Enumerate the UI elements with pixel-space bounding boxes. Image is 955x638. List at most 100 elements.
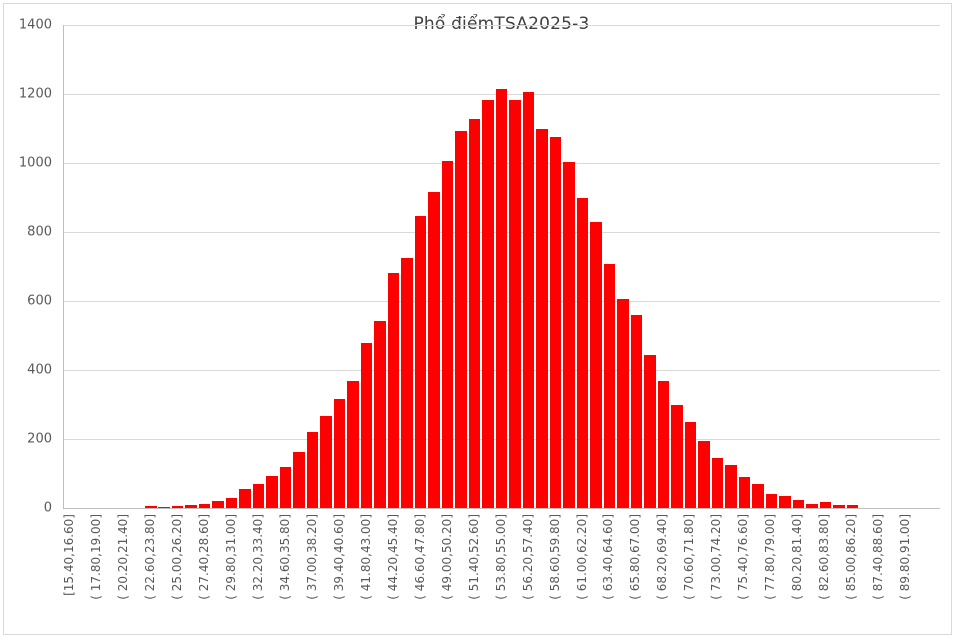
bar [401,257,413,508]
bar [387,272,400,508]
bar [145,506,157,508]
bar [509,99,521,508]
bar [171,505,184,508]
bar [752,483,764,509]
x-tick-label: ( 61.00,62.20] [574,514,589,600]
y-tick-label: 1200 [18,86,52,102]
x-tick-label: ( 73.00,74.20] [709,514,724,600]
bar [806,503,818,508]
x-tick-label: ( 51.40,52.60] [466,514,481,600]
bar [468,118,481,508]
bar [765,493,778,508]
bar [441,160,454,508]
bar [455,130,467,508]
bar [536,128,548,508]
bar [185,504,197,508]
x-tick-label: ( 32.20,33.40] [250,514,265,600]
bar [495,88,508,508]
x-tick-label: ( 46.60,47.80] [412,514,427,600]
bar [198,503,211,508]
chart-outer-border [3,3,952,635]
bar [603,264,616,508]
gridline-y-1400 [63,25,940,26]
x-axis-line [63,508,940,509]
bar [414,215,427,508]
x-tick-label: ( 70.60,71.80] [682,514,697,600]
x-tick-label: ( 29.80,31.00] [223,514,238,600]
bar [347,381,359,508]
bar [630,314,643,508]
x-tick-label: ( 85.00,86.20] [844,514,859,600]
bar [738,476,751,508]
bar [617,299,629,508]
bar [725,464,737,508]
bar [225,497,238,508]
x-tick-label: ( 56.20,57.40] [520,514,535,600]
x-tick-label: ( 68.20,69.40] [655,514,670,600]
bar [779,495,791,508]
bar [428,192,440,508]
bar [293,452,305,508]
x-tick-label: ( 22.60,23.80] [142,514,157,600]
x-tick-label: ( 39.40,40.60] [331,514,346,600]
bar [333,399,346,508]
bar [212,501,224,508]
y-tick-label: 1400 [18,17,52,33]
y-axis-line [63,25,64,508]
chart-title: Phổ điểmTSA2025-3 [413,14,590,34]
bar [306,432,319,508]
x-tick-label: [15.40,16.60] [61,514,76,596]
x-tick-label: ( 25.00,26.20] [169,514,184,600]
bar [266,475,278,508]
bar [576,197,589,508]
x-tick-label: ( 77.80,79.00] [763,514,778,600]
y-tick-label: 0 [43,500,52,516]
x-tick-label: ( 75.40,76.60] [736,514,751,600]
bar [671,404,683,508]
x-tick-label: ( 20.20,21.40] [115,514,130,600]
y-tick-label: 800 [27,224,52,240]
bar [846,504,859,508]
x-tick-label: ( 63.40,64.60] [601,514,616,600]
x-tick-label: ( 49.00,50.20] [439,514,454,600]
bar [239,489,251,508]
bar [482,99,494,508]
bar [657,381,670,508]
x-tick-label: ( 87.40,88.60] [871,514,886,600]
x-tick-label: ( 41.80,43.00] [358,514,373,600]
bar [252,483,265,508]
x-tick-label: ( 65.80,67.00] [628,514,643,600]
x-tick-label: ( 58.60,59.80] [547,514,562,600]
bar [563,162,575,508]
bar [320,416,332,508]
bar [698,440,710,508]
bar [590,222,602,508]
y-tick-label: 400 [27,362,52,378]
x-tick-label: ( 37.00,38.20] [304,514,319,600]
bar [792,500,805,508]
x-tick-label: ( 82.60,83.80] [817,514,832,600]
bar [549,136,562,508]
x-tick-label: ( 44.20,45.40] [385,514,400,600]
bar [360,342,373,508]
x-tick-label: ( 34.60,35.80] [277,514,292,600]
bar [711,458,724,508]
x-tick-label: ( 17.80,19.00] [88,514,103,600]
y-tick-label: 1000 [18,155,52,171]
y-tick-label: 200 [27,431,52,447]
x-tick-label: ( 80.20,81.40] [790,514,805,600]
bar [644,354,656,508]
bar [833,505,845,508]
bar [374,321,386,508]
bar [279,467,292,508]
x-tick-label: ( 27.40,28.60] [196,514,211,600]
bar [158,507,170,508]
bar [522,92,535,508]
y-tick-label: 600 [27,293,52,309]
bar [684,422,697,508]
x-tick-label: ( 53.80,55.00] [493,514,508,600]
bar [819,501,832,508]
x-tick-label: ( 89.80,91.00] [898,514,913,600]
